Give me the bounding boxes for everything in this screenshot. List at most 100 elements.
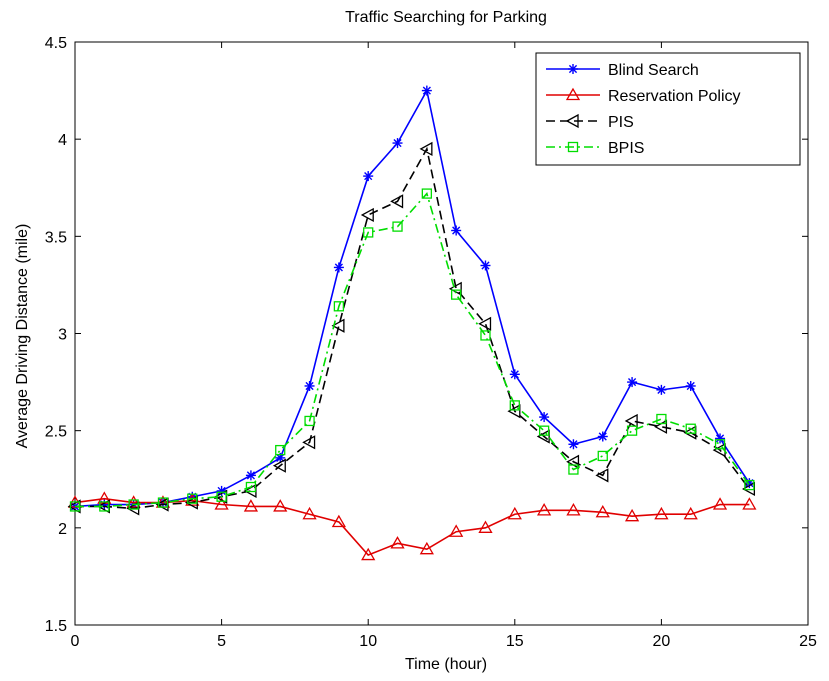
legend-label: BPIS	[608, 140, 644, 157]
series-line	[75, 191, 751, 508]
square-marker	[392, 221, 403, 232]
star-marker	[568, 64, 578, 74]
square-marker	[128, 499, 139, 510]
legend-label: Blind Search	[608, 62, 699, 79]
square-marker	[157, 497, 169, 508]
series-reservation-policy	[67, 491, 757, 561]
y-tick-label: 1.5	[45, 618, 67, 635]
square-marker	[714, 439, 726, 450]
x-tick-label: 5	[217, 633, 226, 650]
triangle-left-marker	[478, 316, 492, 331]
square-marker	[480, 330, 491, 341]
x-tick-label: 10	[359, 633, 377, 650]
triangle-up-marker	[595, 504, 610, 518]
square-marker	[597, 450, 608, 462]
x-axis-title: Time (hour)	[405, 656, 487, 673]
triangle-up-marker	[507, 506, 522, 520]
triangle-left-marker	[331, 318, 345, 333]
star-marker	[568, 439, 579, 450]
triangle-up-marker	[302, 506, 317, 520]
y-tick-label: 2	[58, 521, 67, 538]
y-tick-label: 2.5	[45, 424, 67, 441]
triangle-up-marker	[390, 536, 405, 549]
axis-ticks: 0 5 10 15 20 25 1.5 2 2.5 3 3.5 4 4.5	[45, 35, 817, 650]
square-marker	[744, 479, 755, 491]
y-tick-label: 3	[58, 327, 67, 344]
square-marker	[568, 464, 579, 475]
triangle-left-marker	[624, 413, 638, 429]
triangle-left-marker	[272, 458, 286, 473]
x-tick-label: 25	[799, 633, 817, 650]
triangle-left-marker	[565, 113, 579, 129]
y-tick-label: 3.5	[45, 229, 67, 246]
legend: Blind Search Reservation Policy PIS BPIS	[535, 52, 801, 166]
series-layer	[67, 85, 757, 561]
legend-label: Reservation Policy	[608, 88, 741, 105]
star-marker	[597, 431, 608, 442]
square-marker	[187, 493, 198, 504]
star-marker	[451, 225, 462, 236]
star-marker	[480, 260, 491, 271]
chart-title: Traffic Searching for Parking	[345, 9, 547, 26]
star-marker	[333, 262, 344, 273]
triangle-up-marker	[419, 541, 434, 555]
star-marker	[363, 171, 374, 182]
star-marker	[685, 380, 696, 391]
star-marker	[421, 85, 432, 96]
triangle-left-marker	[360, 207, 374, 223]
star-marker	[539, 412, 550, 423]
legend-label: PIS	[608, 114, 634, 131]
triangle-up-marker	[331, 514, 347, 528]
square-marker	[304, 415, 315, 427]
star-marker	[245, 470, 256, 481]
legend-box	[535, 52, 801, 166]
square-marker	[421, 188, 432, 199]
star-marker	[656, 384, 667, 395]
y-axis-title: Average Driving Distance (mile)	[14, 224, 31, 449]
triangle-up-marker	[478, 520, 493, 533]
triangle-up-marker	[654, 506, 669, 520]
square-marker	[451, 289, 462, 300]
triangle-up-marker	[361, 547, 376, 561]
series-line	[74, 497, 750, 556]
x-tick-label: 15	[506, 633, 524, 650]
triangle-up-marker	[126, 495, 141, 508]
square-marker	[216, 491, 227, 502]
square-marker	[99, 501, 110, 512]
triangle-up-marker	[449, 524, 464, 537]
triangle-up-marker	[683, 506, 698, 520]
series-pis	[67, 141, 756, 516]
triangle-up-marker	[742, 497, 757, 510]
triangle-up-marker	[214, 497, 229, 510]
series-line	[75, 146, 750, 510]
triangle-left-marker	[419, 141, 433, 156]
triangle-left-marker	[302, 435, 316, 450]
square-marker	[275, 444, 286, 456]
star-marker	[627, 377, 638, 388]
triangle-left-marker	[595, 468, 609, 483]
triangle-up-marker	[273, 499, 288, 512]
triangle-left-marker	[536, 429, 550, 444]
x-tick-label: 20	[653, 633, 671, 650]
square-marker	[509, 400, 520, 411]
square-marker	[626, 425, 638, 436]
triangle-up-marker	[243, 499, 259, 512]
star-marker	[392, 138, 403, 149]
square-marker	[685, 423, 696, 434]
series-blind-search	[70, 85, 755, 512]
triangle-up-marker	[536, 503, 552, 516]
square-marker	[69, 501, 81, 512]
star-marker	[715, 433, 726, 444]
square-marker	[567, 141, 579, 153]
triangle-up-marker	[565, 87, 581, 101]
star-marker	[509, 369, 520, 380]
y-tick-label: 4.5	[45, 35, 67, 52]
triangle-up-marker	[712, 497, 728, 510]
square-marker	[363, 227, 374, 238]
square-marker	[656, 413, 667, 425]
triangle-up-marker	[566, 503, 581, 516]
y-tick-label: 4	[58, 132, 67, 149]
square-marker	[245, 481, 257, 493]
square-marker	[333, 301, 345, 312]
